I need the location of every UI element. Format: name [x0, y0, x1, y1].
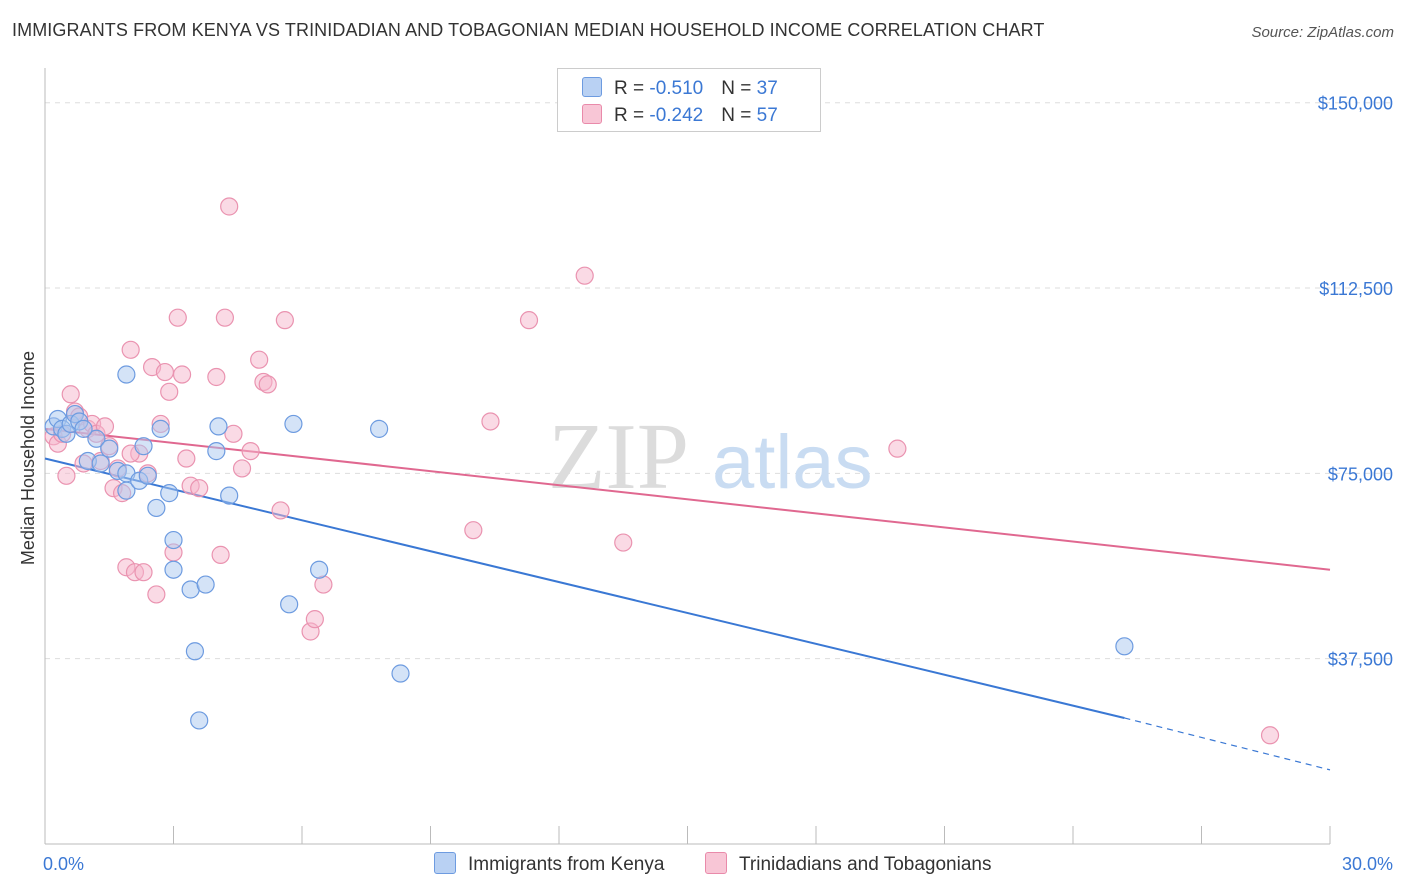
point-kenya [190, 711, 209, 730]
watermark-atlas: atlas [712, 420, 873, 505]
bottom-legend-kenya: Immigrants from Kenya [434, 852, 664, 876]
point-kenya [196, 575, 215, 594]
point-kenya [280, 595, 299, 614]
bottom-legend-label-trinidad: Trinidadians and Tobagonians [739, 854, 992, 875]
legend-swatch-blue [582, 77, 602, 97]
grid-lines [45, 102, 1395, 660]
axes [44, 68, 1331, 845]
point-kenya [87, 429, 106, 448]
legend-r-value: -0.510 [649, 78, 704, 99]
chart-title: IMMIGRANTS FROM KENYA VS TRINIDADIAN AND… [12, 20, 1045, 40]
legend-r-value: -0.242 [649, 105, 704, 126]
y-tick-label: $150,000 [1318, 94, 1393, 114]
watermark: ZIP atlas [548, 405, 873, 509]
point-trinidad [57, 466, 76, 485]
point-trinidad [190, 479, 209, 498]
y-tick-label: $112,500 [1319, 279, 1393, 299]
point-trinidad [519, 311, 539, 330]
point-trinidad [464, 521, 483, 540]
point-trinidad [481, 412, 500, 431]
legend-n-label: N = [721, 105, 757, 126]
point-kenya [160, 484, 179, 503]
point-kenya [391, 664, 410, 683]
y-tick-label: $75,000 [1328, 464, 1393, 484]
legend-row-kenya: R = -0.510 N = 37 [582, 77, 778, 100]
point-trinidad [575, 266, 594, 285]
point-trinidad [134, 563, 153, 582]
bottom-legend-swatch-pink [705, 852, 727, 874]
point-kenya [1115, 637, 1134, 656]
point-trinidad [232, 459, 252, 478]
point-trinidad [888, 439, 907, 458]
point-kenya [138, 466, 157, 485]
bottom-legend-swatch-blue [434, 852, 456, 874]
source-label: Source: ZipAtlas.com [1251, 24, 1394, 41]
axis-labels: $37,500 $75,000 $112,500 $150,000 0.0% 30.0% M… [18, 94, 1393, 874]
point-trinidad [147, 585, 166, 604]
point-trinidad [258, 375, 277, 394]
point-trinidad [224, 424, 243, 443]
point-trinidad [275, 311, 294, 330]
point-trinidad [168, 308, 187, 327]
legend-n-value: 57 [756, 105, 778, 126]
data-points [44, 197, 1280, 745]
point-trinidad [250, 350, 269, 369]
legend-n-value: 37 [756, 78, 778, 99]
point-kenya [147, 498, 166, 518]
point-trinidad [177, 449, 196, 468]
point-kenya [164, 560, 183, 579]
point-trinidad [160, 382, 179, 401]
point-kenya [370, 419, 389, 438]
legend-row-trinidad: R = -0.242 N = 57 [582, 104, 778, 127]
point-trinidad [215, 308, 234, 327]
point-trinidad [614, 533, 633, 552]
point-kenya [164, 530, 183, 550]
bottom-legend-label-kenya: Immigrants from Kenya [468, 854, 665, 875]
point-kenya [134, 437, 153, 456]
legend-n-label: N = [721, 78, 757, 99]
trend-line-extension [1124, 717, 1331, 771]
point-trinidad [155, 362, 175, 382]
point-kenya [91, 454, 110, 473]
point-kenya [284, 414, 303, 434]
point-kenya [117, 481, 136, 500]
point-kenya [220, 486, 239, 505]
point-trinidad [61, 385, 80, 404]
point-kenya [117, 365, 136, 384]
point-trinidad [271, 501, 290, 520]
legend-r-label: R = [614, 78, 650, 99]
bottom-legend-trinidad: Trinidadians and Tobagonians [705, 852, 991, 876]
point-kenya [209, 417, 228, 436]
y-tick-label: $37,500 [1328, 650, 1393, 670]
point-trinidad [1260, 726, 1280, 745]
point-kenya [310, 560, 329, 579]
point-trinidad [95, 417, 115, 436]
point-kenya [185, 642, 205, 661]
point-kenya [151, 419, 170, 438]
x-tick-label: 30.0% [1342, 854, 1393, 874]
point-trinidad [121, 340, 140, 359]
watermark-zip: ZIP [548, 405, 689, 509]
legend-r-label: R = [614, 105, 650, 126]
legend: R = -0.510 N = 37 R = -0.242 N = 57 [557, 68, 821, 132]
x-tick-label: 0.0% [43, 854, 84, 874]
y-axis-label: Median Household Income [18, 351, 38, 565]
legend-swatch-pink [582, 104, 602, 124]
point-trinidad [220, 197, 239, 216]
point-trinidad [305, 610, 324, 629]
point-trinidad [241, 442, 260, 461]
point-trinidad [211, 545, 230, 564]
point-trinidad [207, 367, 226, 387]
point-kenya [74, 419, 93, 438]
point-kenya [207, 442, 226, 461]
point-kenya [100, 439, 119, 458]
point-trinidad [172, 365, 192, 384]
